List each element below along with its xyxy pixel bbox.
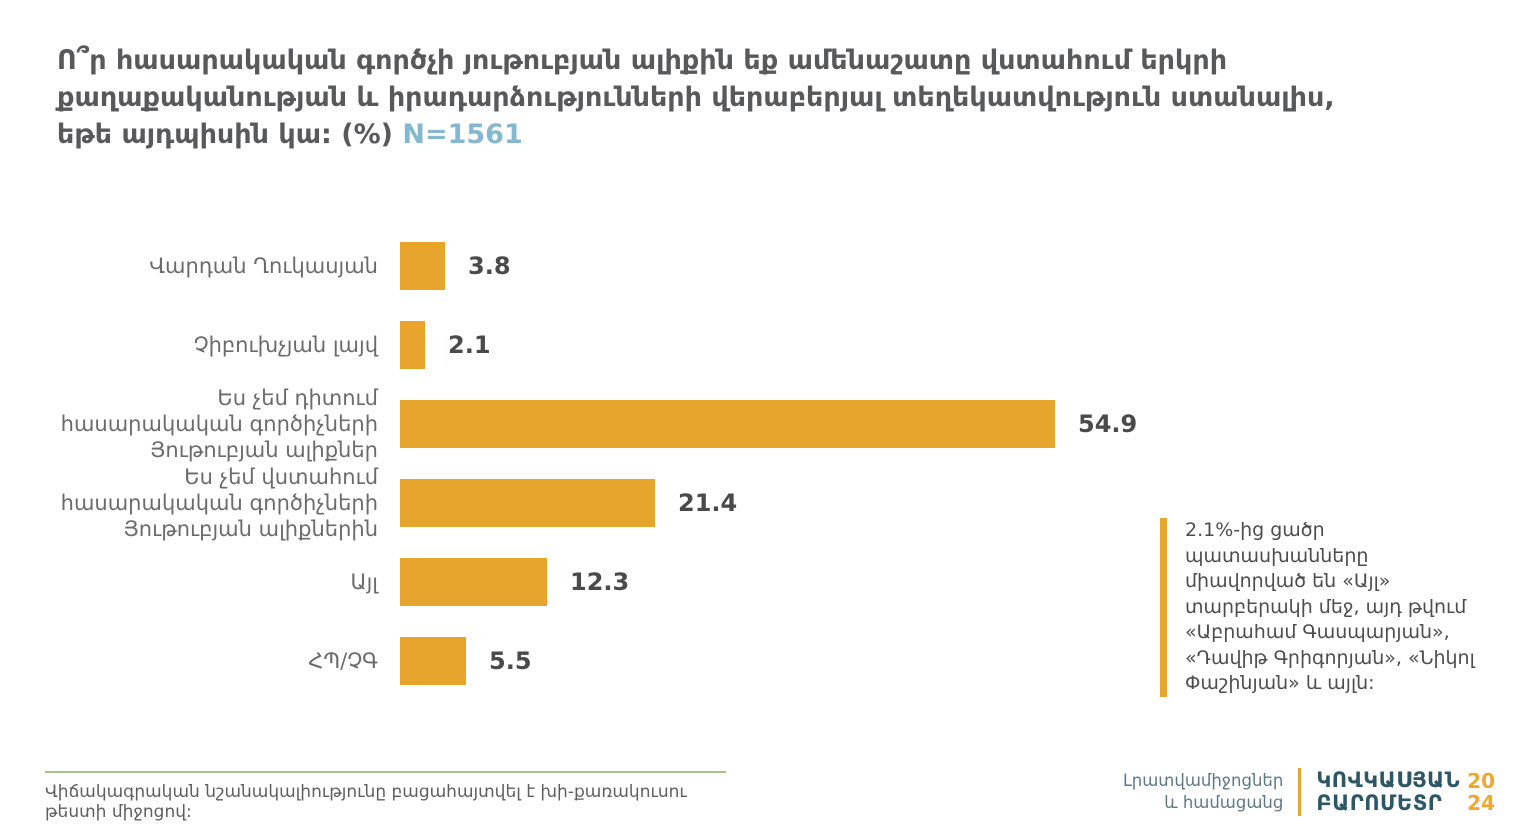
annotation-text: 2.1%-ից ցածր պատասխանները միավորված են «… [1185,519,1475,694]
category-label: Այլ [350,570,379,594]
brand-block: Լրատվամիջոցներ և համացանց ԿՈՎԿԱՍՅԱՆ ԲԱՐՈ… [1123,768,1495,816]
logo-year-bottom: 24 [1467,791,1495,815]
section-label-line2: և համացանց [1164,793,1284,812]
value-label: 2.1 [448,331,491,359]
methodology-note: Վիճակագրական նշանակալիությունը բացահայտվ… [45,782,687,822]
category-label: Վարդան Ղուկասյան [149,254,378,278]
chart-row: Վարդան Ղուկասյան 3.8 [57,242,1137,290]
category-label: Չիբուխչյան լայվ [193,333,378,357]
bar [400,637,466,685]
footer-divider-line [45,771,726,773]
value-label: 5.5 [489,647,532,675]
chart-row: ՀՊ/ՉԳ 5.5 [57,637,1137,685]
chart-row: Չիբուխչյան լայվ 2.1 [57,321,1137,369]
value-label: 12.3 [570,568,630,596]
category-label: ՀՊ/ՉԳ [308,649,378,673]
chart-title: Ո՞ր հասարակական գործչի յութուբյան ալիքին… [57,42,1397,153]
bar [400,242,445,290]
category-label: Ես չեմ վստահում հասարակական գործիչների Յ… [60,465,378,541]
logo-year: 20 24 [1467,770,1495,814]
chart-row: Ես չեմ դիտում հասարակական գործիչների Յու… [57,386,1138,462]
logo-year-top: 20 [1467,769,1495,793]
category-label: Ես չեմ դիտում հասարակական գործիչների Յու… [60,386,378,462]
section-label-line1: Լրատվամիջոցներ [1122,771,1284,790]
bar-chart: Վարդան Ղուկասյան 3.8 Չիբուխչյան լայվ 2.1… [57,242,1137,685]
sample-size: N=1561 [402,119,523,150]
brand-divider [1298,768,1302,816]
annotation-note: 2.1%-ից ցածր պատասխանները միավորված են «… [1160,518,1495,697]
value-label: 3.8 [468,252,511,280]
annotation-accent-bar [1160,518,1167,697]
value-label: 54.9 [1078,410,1138,438]
chart-row: Ես չեմ վստահում հասարակական գործիչների Յ… [57,465,1137,541]
bar [400,400,1055,448]
bar [400,558,547,606]
caucasus-barometer-logo: ԿՈՎԿԱՍՅԱՆ ԲԱՐՈՄԵՏՐ 20 24 [1316,769,1495,815]
chart-row: Այլ 12.3 [57,558,1137,606]
bar [400,321,425,369]
logo-text: ԿՈՎԿԱՍՅԱՆ ԲԱՐՈՄԵՏՐ [1316,769,1460,815]
bar [400,479,655,527]
logo-line2: ԲԱՐՈՄԵՏՐ [1316,791,1443,815]
value-label: 21.4 [678,489,738,517]
logo-line1: ԿՈՎԿԱՍՅԱՆ [1316,768,1461,792]
title-text: Ո՞ր հասարակական գործչի յութուբյան ալիքին… [57,45,1335,150]
section-label: Լրատվամիջոցներ և համացանց [1123,770,1283,814]
